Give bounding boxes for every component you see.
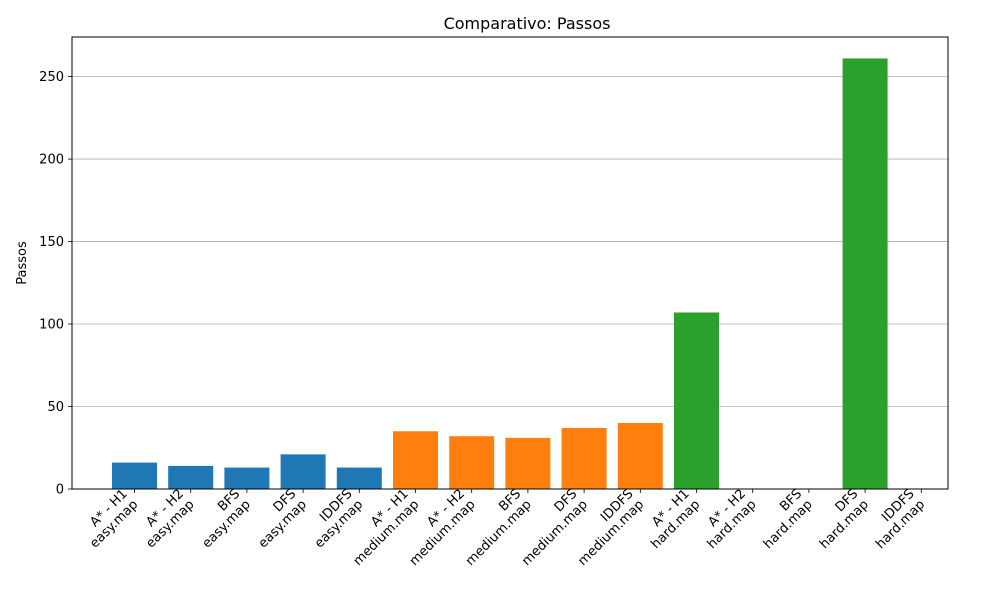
y-tick-label: 0 — [56, 483, 64, 498]
y-tick-label: 150 — [39, 235, 64, 250]
bars — [112, 58, 888, 490]
y-tick-label: 100 — [39, 318, 64, 333]
bar — [112, 462, 157, 489]
bar — [168, 465, 214, 489]
plot-frame — [71, 36, 949, 490]
bar — [224, 467, 270, 489]
chart-title: Comparativo: Passos — [444, 14, 611, 33]
bar — [561, 427, 607, 489]
y-axis-ticks: 0 50 100 150 200 250 — [39, 70, 72, 498]
y-tick-label: 250 — [39, 70, 64, 85]
y-tick-label: 200 — [39, 153, 64, 168]
bar — [617, 423, 663, 489]
bar — [674, 312, 719, 489]
bar — [842, 58, 888, 490]
bar — [449, 436, 495, 489]
bar — [280, 454, 326, 489]
bar — [393, 431, 438, 489]
bar — [505, 437, 551, 489]
y-tick-label: 50 — [47, 400, 64, 415]
y-axis-label: Passos — [15, 241, 30, 285]
bar — [336, 467, 382, 489]
gridlines — [72, 76, 948, 407]
